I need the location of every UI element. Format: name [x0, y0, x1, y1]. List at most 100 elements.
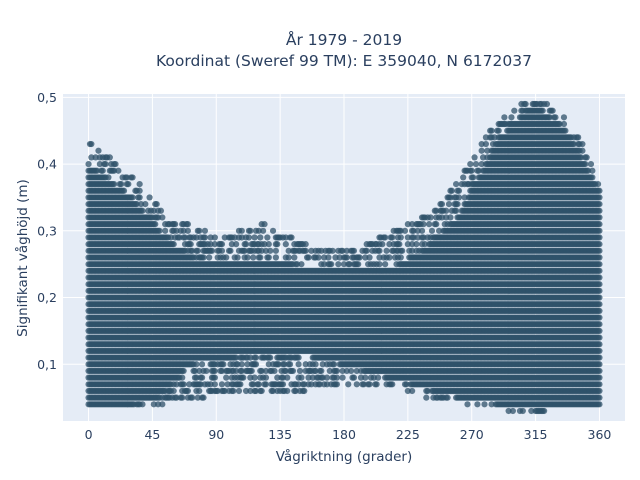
scatter-point — [223, 254, 230, 261]
scatter-point — [201, 227, 209, 234]
scatter-point — [265, 241, 272, 248]
scatter-point — [333, 367, 341, 375]
scatter-point — [305, 254, 312, 261]
scatter-point — [139, 401, 146, 408]
scatter-point — [120, 187, 128, 194]
scatter-point — [179, 374, 186, 381]
scatter-point — [245, 234, 253, 241]
scatter-point — [383, 247, 390, 254]
scatter-point — [345, 381, 352, 388]
scatter-point — [153, 201, 160, 208]
scatter-point — [218, 381, 226, 388]
scatter-point — [184, 227, 191, 234]
scatter-point — [366, 254, 373, 261]
scatter-point — [257, 234, 264, 241]
scatter-point — [184, 387, 191, 395]
scatter-point — [335, 261, 342, 268]
scatter-point — [267, 247, 274, 254]
scatter-point — [234, 254, 241, 261]
scatter-point — [106, 154, 113, 161]
scatter-point — [170, 241, 177, 248]
scatter-point — [218, 241, 226, 248]
scatter-point — [189, 394, 196, 401]
scatter-point — [267, 354, 274, 361]
scatter-point — [265, 254, 272, 261]
scatter-point — [347, 367, 355, 375]
scatter-point — [252, 354, 260, 361]
scatter-point — [366, 381, 373, 388]
scatter-point — [264, 234, 271, 241]
scatter-point — [118, 180, 125, 188]
scatter-point — [196, 387, 203, 395]
scatter-point — [201, 234, 209, 241]
scatter-point — [343, 254, 350, 261]
scatter-point — [251, 234, 258, 241]
scatter-point — [208, 247, 216, 254]
scatter-point — [397, 254, 404, 261]
scatter-point — [198, 361, 206, 368]
scatter-point — [355, 261, 362, 268]
scatter-point — [376, 261, 383, 268]
scatter-point — [396, 241, 403, 248]
scatter-point — [88, 154, 95, 161]
scatter-point — [93, 167, 101, 174]
scatter-point — [92, 154, 99, 161]
scatter-point — [262, 374, 270, 381]
scatter-point — [227, 247, 234, 254]
scatter-point — [333, 381, 341, 388]
scatter-point — [112, 160, 119, 168]
scatter-point — [198, 374, 206, 381]
scatter-point — [389, 234, 396, 241]
scatter-point — [315, 254, 322, 261]
scatter-point — [328, 261, 335, 268]
scatter-point — [211, 374, 218, 381]
scatter-point — [260, 227, 267, 234]
scatter-point — [142, 201, 149, 208]
scatter-point — [350, 374, 358, 381]
scatter-point — [110, 180, 118, 188]
scatter-point — [379, 241, 386, 248]
scatter-point — [156, 227, 163, 234]
scatter-point — [401, 227, 409, 234]
scatter-point — [180, 367, 187, 375]
scatter-point — [272, 254, 279, 261]
scatter-point — [129, 194, 136, 201]
scatter-point — [179, 394, 186, 401]
scatter-point — [95, 147, 102, 154]
scatter-point — [180, 381, 187, 388]
scatter-point — [159, 401, 166, 408]
scatter-point — [386, 254, 393, 261]
scatter-point — [206, 254, 213, 261]
scatter-point — [251, 374, 258, 381]
scatter-point — [286, 361, 294, 368]
scatter-point — [242, 241, 250, 248]
scatter-point — [235, 387, 243, 395]
scatter-point — [129, 174, 136, 181]
scatter-point — [291, 254, 298, 261]
scatter-point — [99, 167, 106, 174]
scatter-point — [152, 221, 159, 228]
scatter-point — [238, 227, 245, 234]
scatter-point — [170, 387, 177, 395]
scatter-point — [397, 234, 404, 241]
scatter-point — [85, 160, 92, 168]
scatter-point — [220, 361, 227, 368]
scatter-point — [115, 167, 122, 174]
scatter-point — [330, 361, 338, 368]
scatter-point — [200, 254, 207, 261]
scatter-point — [339, 374, 346, 381]
scatter-point — [258, 387, 265, 395]
scatter-point — [389, 381, 396, 388]
scatter-point — [333, 374, 341, 381]
scatter-point — [289, 367, 297, 375]
scatter-point — [295, 361, 302, 368]
scatter-point — [350, 247, 358, 254]
data-points — [85, 100, 603, 415]
scatter-point — [255, 381, 262, 388]
scatter-point — [312, 361, 319, 368]
scatter-point — [329, 247, 336, 254]
scatter-point — [240, 374, 247, 381]
scatter-point — [282, 241, 289, 248]
scatter-point — [110, 167, 118, 174]
